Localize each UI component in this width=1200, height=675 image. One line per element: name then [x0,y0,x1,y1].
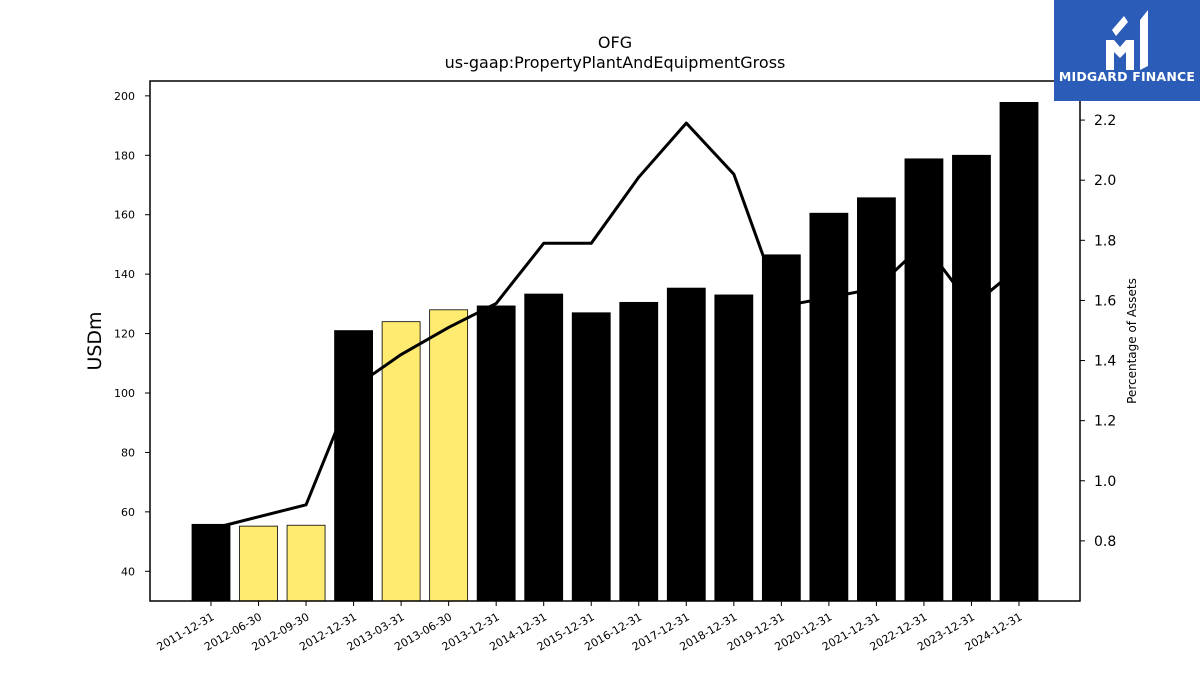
y2-tick-label: 2.0 [1094,173,1116,189]
bar [999,101,1039,602]
y2-axis-label: Percentage of Assets [1125,278,1139,404]
y-tick-label: 200 [114,90,135,103]
bar [191,523,231,602]
bar [809,212,849,602]
bar [761,254,801,602]
bar [904,158,944,602]
bar [429,309,469,602]
bar [524,293,564,602]
bar [952,154,991,602]
midgard-finance-logo: MIDGARD FINANCE [1054,0,1200,101]
chart-title: OFG [598,33,632,52]
bar [334,330,373,602]
line-path [210,121,1020,531]
bar-series [191,101,1039,602]
y-tick-label: 120 [114,328,135,341]
y-tick-label: 140 [114,268,135,281]
bar [571,312,611,602]
bar [476,305,516,602]
bar [666,287,706,602]
y2-tick-label: 1.8 [1094,233,1116,249]
y2-tick-label: 2.2 [1094,113,1116,129]
y2-tick-label: 1.2 [1094,414,1116,430]
y-axis-label: USDm [84,311,106,370]
bar [857,197,896,602]
logo-text: MIDGARD FINANCE [1058,69,1196,84]
y2-tick-label: 1.6 [1094,293,1116,309]
y2-tick-label: 1.0 [1094,474,1116,490]
y2-tick-label: 1.4 [1094,354,1116,370]
bar [714,294,754,602]
bar [619,301,659,602]
bar [381,321,421,602]
line-series [210,121,1020,531]
y-tick-label: 80 [121,446,135,459]
y2-tick-label: 0.8 [1094,534,1116,550]
y-tick-label: 100 [114,387,135,400]
y-tick-label: 60 [121,506,135,519]
plot-frame [149,80,1081,602]
logo-mark-icon [1106,10,1148,70]
bar [239,525,278,602]
y-tick-label: 180 [114,149,135,162]
y-tick-label: 40 [121,565,135,578]
chart-subtitle: us-gaap:PropertyPlantAndEquipmentGross [445,53,786,72]
bar [286,524,326,602]
y-tick-label: 160 [114,209,135,222]
